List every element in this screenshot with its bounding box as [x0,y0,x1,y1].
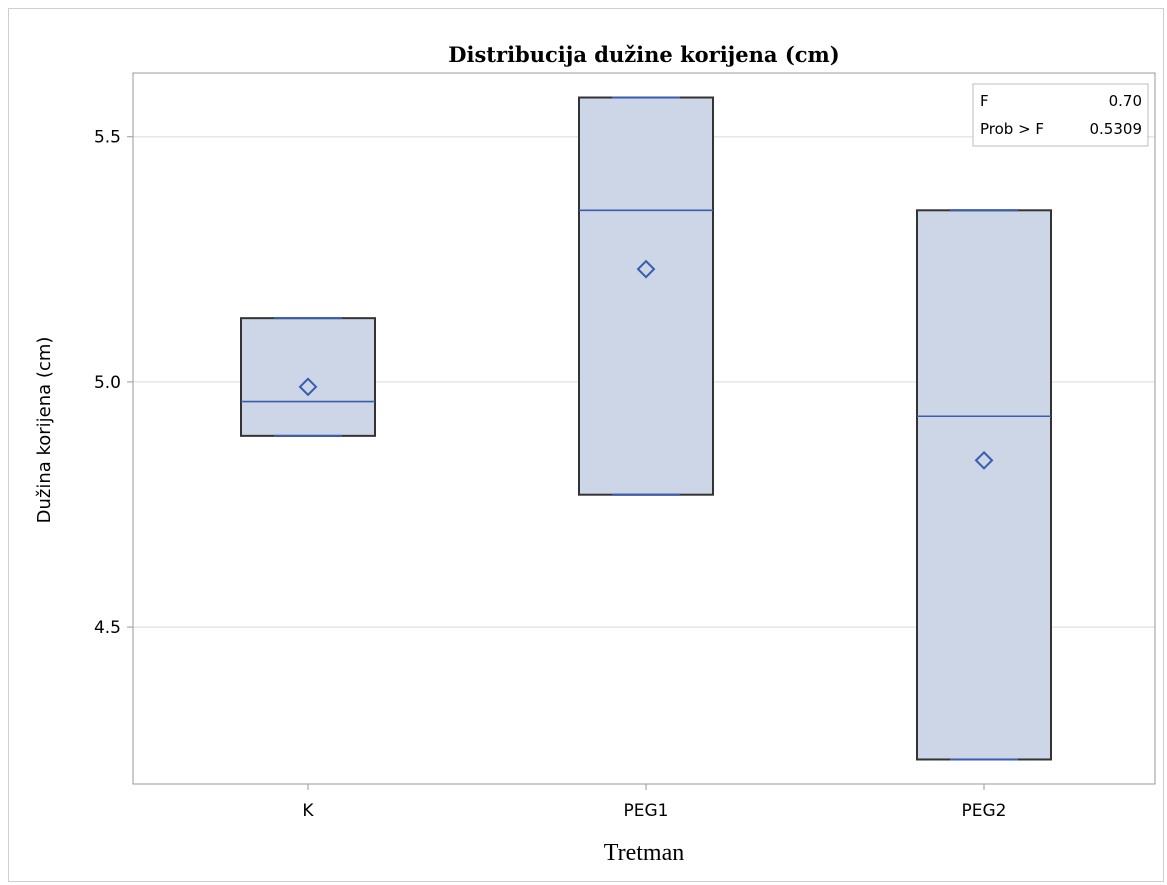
mean-marker [636,259,656,279]
box-k [240,317,376,437]
y-axis-label: Dužina korijena (cm) [34,337,55,524]
stats-inset-border [972,83,1149,147]
box-peg2 [916,209,1052,761]
box-peg1 [578,96,714,496]
boxes [240,96,1052,761]
x-tick-label: PEG1 [624,801,669,821]
y-axis-ticks: 4.5 5.0 5.5 [94,128,133,638]
box-body [240,317,376,437]
box-body [916,209,1052,761]
x-tick-label: PEG2 [962,801,1007,821]
x-axis-label: Tretman [604,840,684,866]
mean-marker [974,450,994,470]
x-axis-ticks: K PEG1 PEG2 [302,784,1006,821]
box-body [578,96,714,496]
stat-p-value: 0.5309 [1090,120,1143,138]
y-tick-label: 5.5 [94,128,121,148]
plot-area [132,72,1156,785]
stat-f-label: F [980,92,989,110]
x-tick-label: K [302,801,314,821]
y-tick-label: 4.5 [94,618,121,638]
stats-inset: F 0.70 Prob > F 0.5309 [972,83,1149,147]
stat-f-value: 0.70 [1109,92,1142,110]
stat-p-label: Prob > F [980,120,1044,138]
mean-marker [298,377,318,397]
chart-title: Distribucija dužine korijena (cm) [448,42,839,67]
y-tick-label: 5.0 [94,373,121,393]
